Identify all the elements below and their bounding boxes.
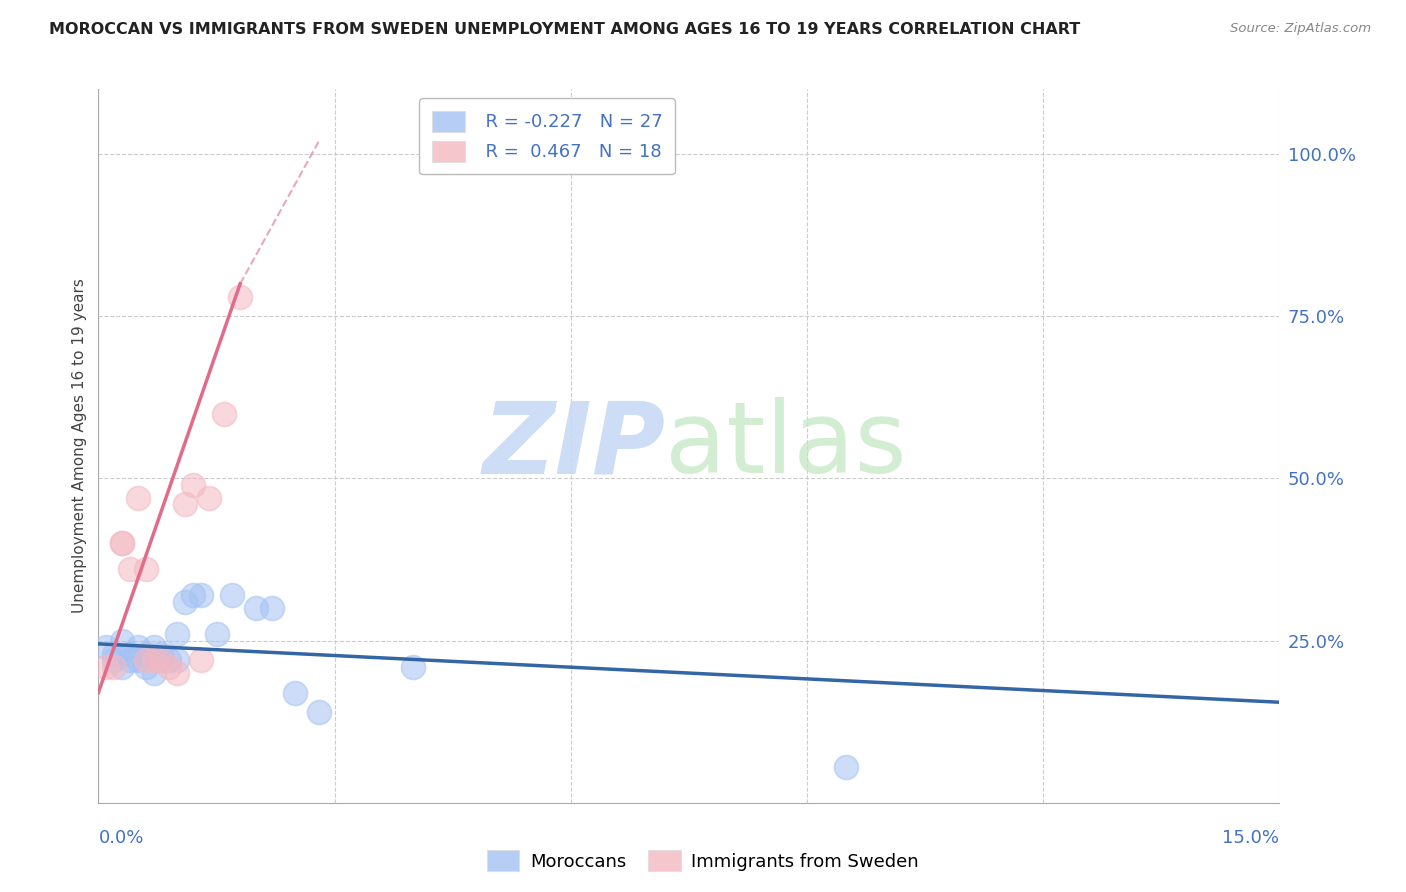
- Point: [142, 666, 165, 681]
- Point: [150, 653, 173, 667]
- Text: Source: ZipAtlas.com: Source: ZipAtlas.com: [1230, 22, 1371, 36]
- Point: [103, 647, 125, 661]
- Legend:   R = -0.227   N = 27,   R =  0.467   N = 18: R = -0.227 N = 27, R = 0.467 N = 18: [419, 98, 675, 174]
- Text: ZIP: ZIP: [482, 398, 665, 494]
- Point: [174, 595, 197, 609]
- Point: [181, 478, 204, 492]
- Point: [150, 653, 173, 667]
- Point: [96, 640, 118, 654]
- Point: [111, 536, 134, 550]
- Point: [245, 601, 267, 615]
- Legend: Moroccans, Immigrants from Sweden: Moroccans, Immigrants from Sweden: [479, 843, 927, 879]
- Point: [150, 647, 173, 661]
- Point: [127, 640, 149, 654]
- Point: [142, 640, 165, 654]
- Point: [166, 627, 188, 641]
- Point: [308, 705, 330, 719]
- Point: [118, 562, 141, 576]
- Point: [835, 760, 858, 774]
- Point: [127, 653, 149, 667]
- Point: [135, 562, 157, 576]
- Point: [118, 647, 141, 661]
- Point: [135, 647, 157, 661]
- Point: [157, 659, 180, 673]
- Point: [111, 536, 134, 550]
- Point: [135, 653, 157, 667]
- Point: [103, 653, 125, 667]
- Point: [157, 653, 180, 667]
- Point: [142, 653, 165, 667]
- Point: [103, 659, 125, 673]
- Point: [229, 290, 252, 304]
- Point: [111, 659, 134, 673]
- Point: [127, 491, 149, 505]
- Text: 15.0%: 15.0%: [1222, 829, 1279, 847]
- Y-axis label: Unemployment Among Ages 16 to 19 years: Unemployment Among Ages 16 to 19 years: [72, 278, 87, 614]
- Point: [214, 407, 236, 421]
- Point: [284, 685, 307, 699]
- Text: 0.0%: 0.0%: [98, 829, 143, 847]
- Point: [174, 497, 197, 511]
- Text: MOROCCAN VS IMMIGRANTS FROM SWEDEN UNEMPLOYMENT AMONG AGES 16 TO 19 YEARS CORREL: MOROCCAN VS IMMIGRANTS FROM SWEDEN UNEMP…: [49, 22, 1080, 37]
- Point: [205, 627, 228, 641]
- Point: [197, 491, 219, 505]
- Point: [402, 659, 425, 673]
- Point: [135, 659, 157, 673]
- Point: [111, 633, 134, 648]
- Point: [166, 666, 188, 681]
- Point: [181, 588, 204, 602]
- Point: [221, 588, 243, 602]
- Text: atlas: atlas: [665, 398, 907, 494]
- Point: [190, 653, 212, 667]
- Point: [190, 588, 212, 602]
- Point: [118, 653, 141, 667]
- Point: [166, 653, 188, 667]
- Point: [260, 601, 283, 615]
- Point: [96, 659, 118, 673]
